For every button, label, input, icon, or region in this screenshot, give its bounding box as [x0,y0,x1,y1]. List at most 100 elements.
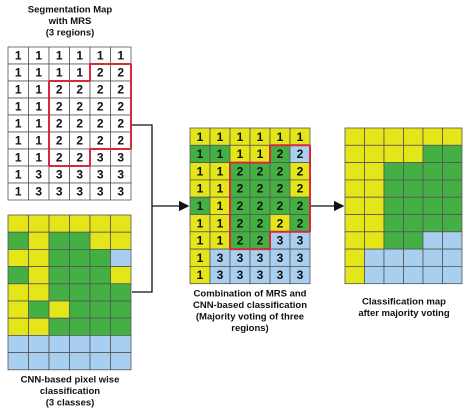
cell-number: 3 [237,268,244,282]
cell [422,231,443,250]
cell [48,266,70,285]
cell [7,248,29,267]
cell [383,248,404,267]
cell [442,231,463,250]
cell [403,265,424,285]
cell-number: 3 [257,251,264,265]
cell [89,283,111,302]
segmentation-grid: 1 1 1 1 1 11 1 1 1 2 21 1 2 2 2 21 1 2 2 2 21 1 2 2 2 21 1 2 2 2 21 1 2 2… [7,46,132,201]
cell-number: 3 [277,234,284,248]
cell-number: 2 [237,234,244,248]
cell [364,265,385,285]
cell [69,300,91,319]
cell [69,214,91,233]
cell-number: 2 [97,134,104,148]
cell [403,214,424,233]
cell [422,144,443,164]
cell-number: 1 [237,130,244,144]
cell-number: 1 [197,234,204,248]
cell [422,196,443,215]
cell [110,334,132,353]
cell-number: 3 [117,168,124,182]
cell [7,334,29,353]
cell-number: 3 [297,234,304,248]
cell [344,162,365,181]
cell-number: 2 [257,164,264,178]
cell [403,127,424,146]
cell-number: 1 [35,134,42,148]
cell [422,248,443,267]
cell-number: 3 [277,268,284,282]
cell [7,300,29,319]
cell-number: 1 [35,66,42,80]
cell-number: 1 [56,49,63,63]
cell-number: 1 [35,117,42,131]
cell-number: 2 [76,151,83,165]
cell [48,334,70,353]
cell-number: 2 [297,216,304,230]
cell-number: 1 [197,147,204,161]
cell [442,144,463,164]
cell-number: 2 [76,134,83,148]
cell-number: 1 [237,147,244,161]
cell-number: 2 [277,182,284,196]
cell-number: 3 [56,185,63,199]
cnn-grid [7,214,132,371]
cell [110,317,132,336]
cell [442,196,463,215]
cell [442,127,463,146]
cell-number: 3 [97,151,104,165]
cell [69,231,91,250]
cell [89,231,111,250]
cell [69,317,91,336]
cell-number: 2 [237,199,244,213]
cell-number: 2 [257,199,264,213]
cell-number: 2 [76,100,83,114]
cell [383,162,404,181]
cell [7,283,29,302]
cell [364,127,385,146]
cell [28,334,50,353]
cell-number: 2 [56,100,63,114]
cell-number: 1 [35,83,42,97]
cell-number: 1 [217,130,224,144]
cell [110,214,132,233]
cell-number: 1 [197,182,204,196]
cell [403,162,424,181]
cell-number: 2 [257,234,264,248]
cell-number: 3 [117,185,124,199]
cell [69,266,91,285]
cell-number: 3 [117,151,124,165]
cell [344,196,365,215]
caption: after majority voting [358,308,450,319]
cell-number: 1 [257,147,264,161]
cell [28,214,50,233]
cell [69,352,91,371]
cell [344,265,365,285]
cell-number: 3 [76,185,83,199]
cell-number: 1 [217,147,224,161]
cell-number: 1 [197,164,204,178]
cell-number: 1 [15,49,22,63]
cell-number: 2 [277,216,284,230]
caption: Combination of MRS and [194,289,307,300]
cell [403,248,424,267]
cell [442,179,463,198]
cell [422,214,443,233]
cell-number: 1 [197,268,204,282]
cell-number: 2 [277,147,284,161]
cell [403,144,424,164]
cell [69,283,91,302]
caption: classification [40,386,100,397]
cell-number: 2 [297,164,304,178]
cell [442,162,463,181]
cell-number: 3 [35,185,42,199]
cell-number: 1 [217,182,224,196]
cell [403,231,424,250]
bracket [132,124,153,293]
cell [7,352,29,371]
cell-number: 2 [117,66,124,80]
cell [442,214,463,233]
cell [364,231,385,250]
